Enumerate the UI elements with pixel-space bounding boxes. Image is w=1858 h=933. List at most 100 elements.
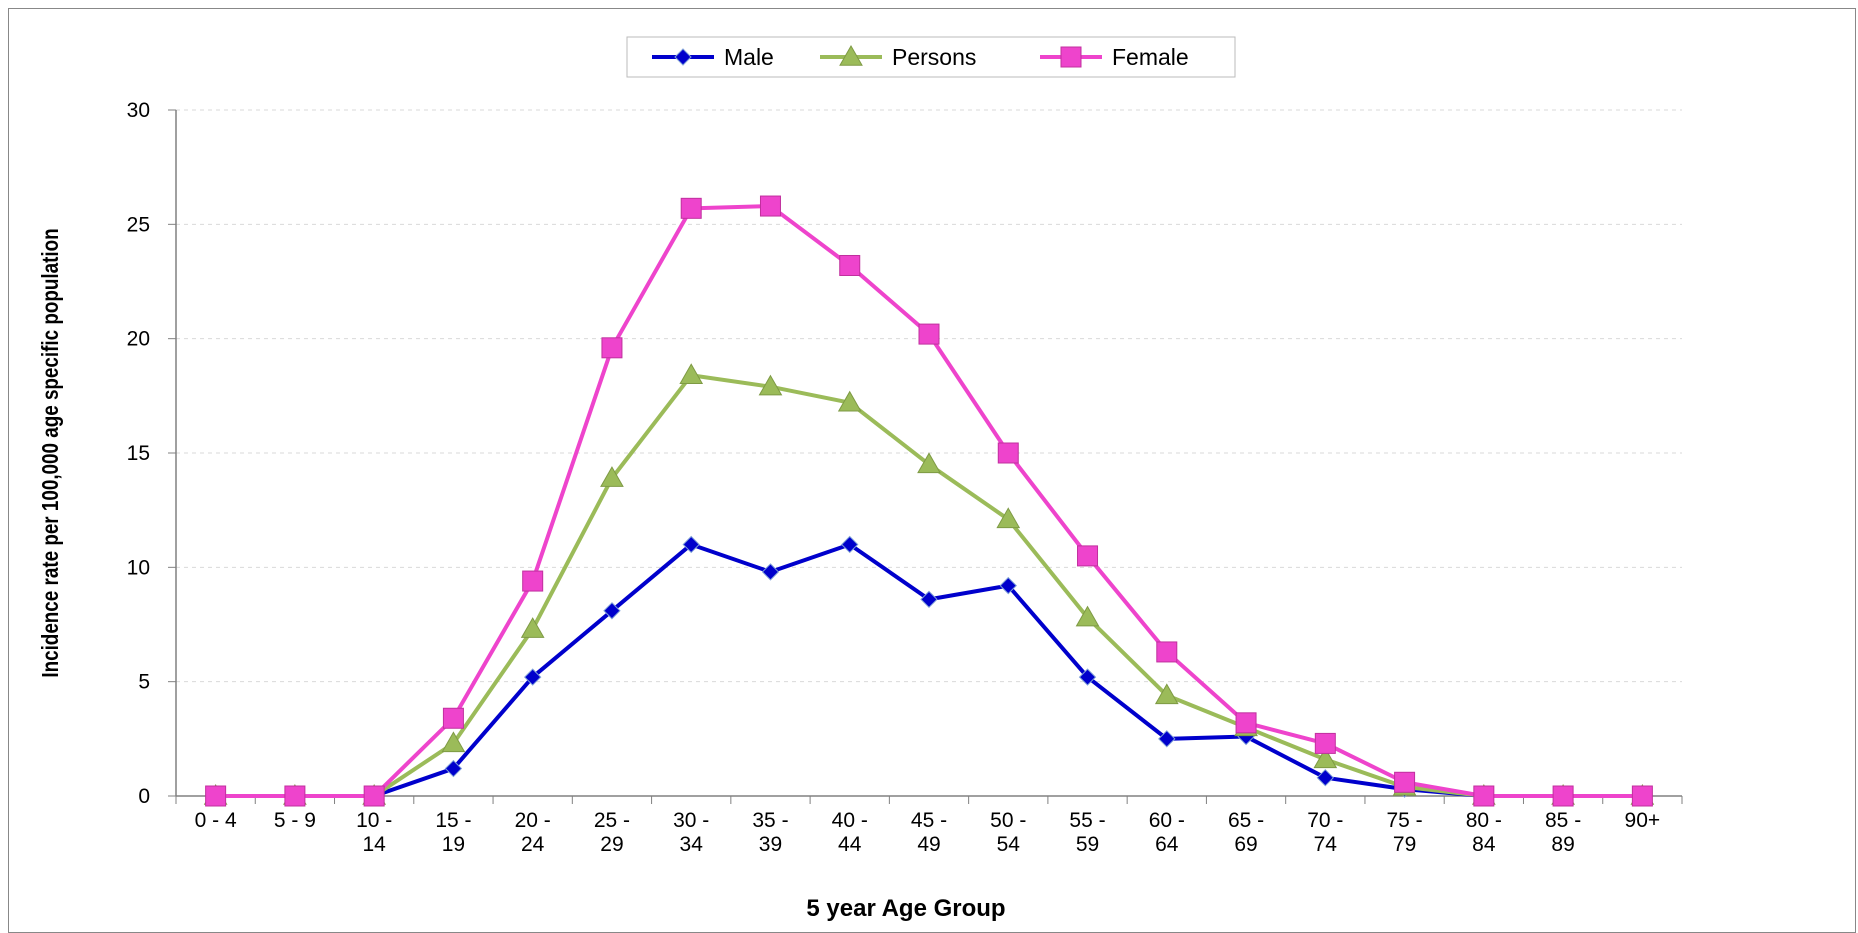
point-male [920,590,938,609]
x-tick-label: 19 [442,833,465,856]
point-female [363,785,385,807]
x-tick-label: 14 [362,833,386,856]
x-tick-label: 35 - [752,809,788,832]
point-female [1394,771,1416,793]
point-male [1158,730,1176,748]
x-tick-label: 80 - [1466,809,1502,832]
x-tick-label: 34 [680,833,704,856]
point-persons [1154,683,1179,705]
y-tick-labels: 0 5 10 15 20 25 30 [127,99,150,808]
legend-marker-male [674,48,692,66]
x-tick-label: 39 [759,833,782,856]
x-tick-label: 50 - [990,809,1026,832]
x-tick-label: 44 [838,833,862,856]
point-female [1077,545,1099,567]
point-persons [600,466,624,487]
y-tick-label: 5 [138,671,150,694]
x-tick-label: 89 [1551,833,1574,856]
point-female [284,785,306,807]
point-female [997,442,1019,464]
x-tick-label: 25 - [594,809,630,832]
point-persons [1313,747,1338,769]
point-female [1314,732,1336,754]
series-persons [203,363,1655,805]
x-tick-label: 10 - [356,809,392,832]
point-female [839,254,861,276]
point-female [205,785,227,807]
series-line-persons [215,373,1643,798]
y-tick-label: 15 [127,442,150,465]
data-series [203,195,1655,807]
legend-label-persons: Persons [892,44,976,70]
point-female [522,570,544,592]
x-tick-label: 0 - 4 [195,809,237,832]
x-tick-label: 90+ [1625,809,1661,832]
y-tick-label: 20 [127,328,150,351]
legend-label-male: Male [724,44,774,70]
x-tick-label: 5 - 9 [274,809,316,832]
point-male [761,563,780,581]
axes [168,109,1683,804]
x-tick-label: 55 - [1069,809,1105,832]
point-female [442,707,464,729]
point-female [1631,785,1653,807]
point-persons [837,390,862,412]
x-tick-label: 59 [1076,833,1099,856]
x-tick-label: 40 - [832,809,868,832]
x-tick-label: 29 [600,833,623,856]
x-tick-label: 69 [1234,833,1257,856]
x-tick-label: 79 [1393,833,1416,856]
legend-marker-female [1060,46,1082,68]
y-axis-title: Incidence rate per 100,000 age specific … [38,228,63,677]
x-tick-label: 24 [521,833,545,856]
y-tick-label: 30 [127,99,150,122]
x-tick-label: 70 - [1307,809,1343,832]
point-male [1078,668,1097,686]
x-tick-label: 45 - [911,809,947,832]
x-tick-label: 84 [1472,833,1496,856]
point-male [603,602,621,620]
y-tick-label: 10 [127,556,150,579]
x-tick-label: 20 - [515,809,551,832]
point-female [759,195,781,217]
point-persons [1075,605,1100,627]
x-tick-label: 85 - [1545,809,1581,832]
point-male [999,576,1017,595]
x-tick-label: 74 [1314,833,1338,856]
point-persons [679,363,704,385]
point-male [444,759,463,778]
x-tick-label: 64 [1155,833,1179,856]
x-tick-labels: 0 - 4 5 - 9 10 -14 15 -19 20 -24 25 -29 30 -34… [195,809,1661,856]
legend: Male Persons Female [626,36,1236,78]
point-female [918,323,940,345]
point-persons [758,374,783,396]
x-tick-label: 65 - [1228,809,1264,832]
point-female [1552,785,1574,807]
legend-label-female: Female [1112,44,1189,70]
y-tick-label: 0 [138,785,150,808]
x-axis-title: 5 year Age Group [806,895,1005,922]
legend-marker-persons [839,44,863,66]
point-female [680,197,702,219]
y-tick-label: 25 [127,213,150,236]
x-tick-label: 60 - [1149,809,1185,832]
point-persons [917,452,941,474]
x-tick-label: 49 [917,833,940,856]
series-line-female [215,204,1643,798]
series-female [205,195,1653,807]
point-female [1235,712,1257,734]
point-female [1156,641,1178,663]
point-female [601,337,623,359]
point-persons [520,617,545,638]
point-male [841,535,859,554]
point-persons [441,731,466,753]
point-persons [996,507,1021,529]
point-male [523,668,542,686]
point-male [682,535,700,554]
x-tick-label: 75 - [1386,809,1422,832]
x-tick-label: 30 - [673,809,709,832]
legend-box [626,36,1236,78]
point-female [1473,785,1495,807]
point-male [1316,768,1335,787]
